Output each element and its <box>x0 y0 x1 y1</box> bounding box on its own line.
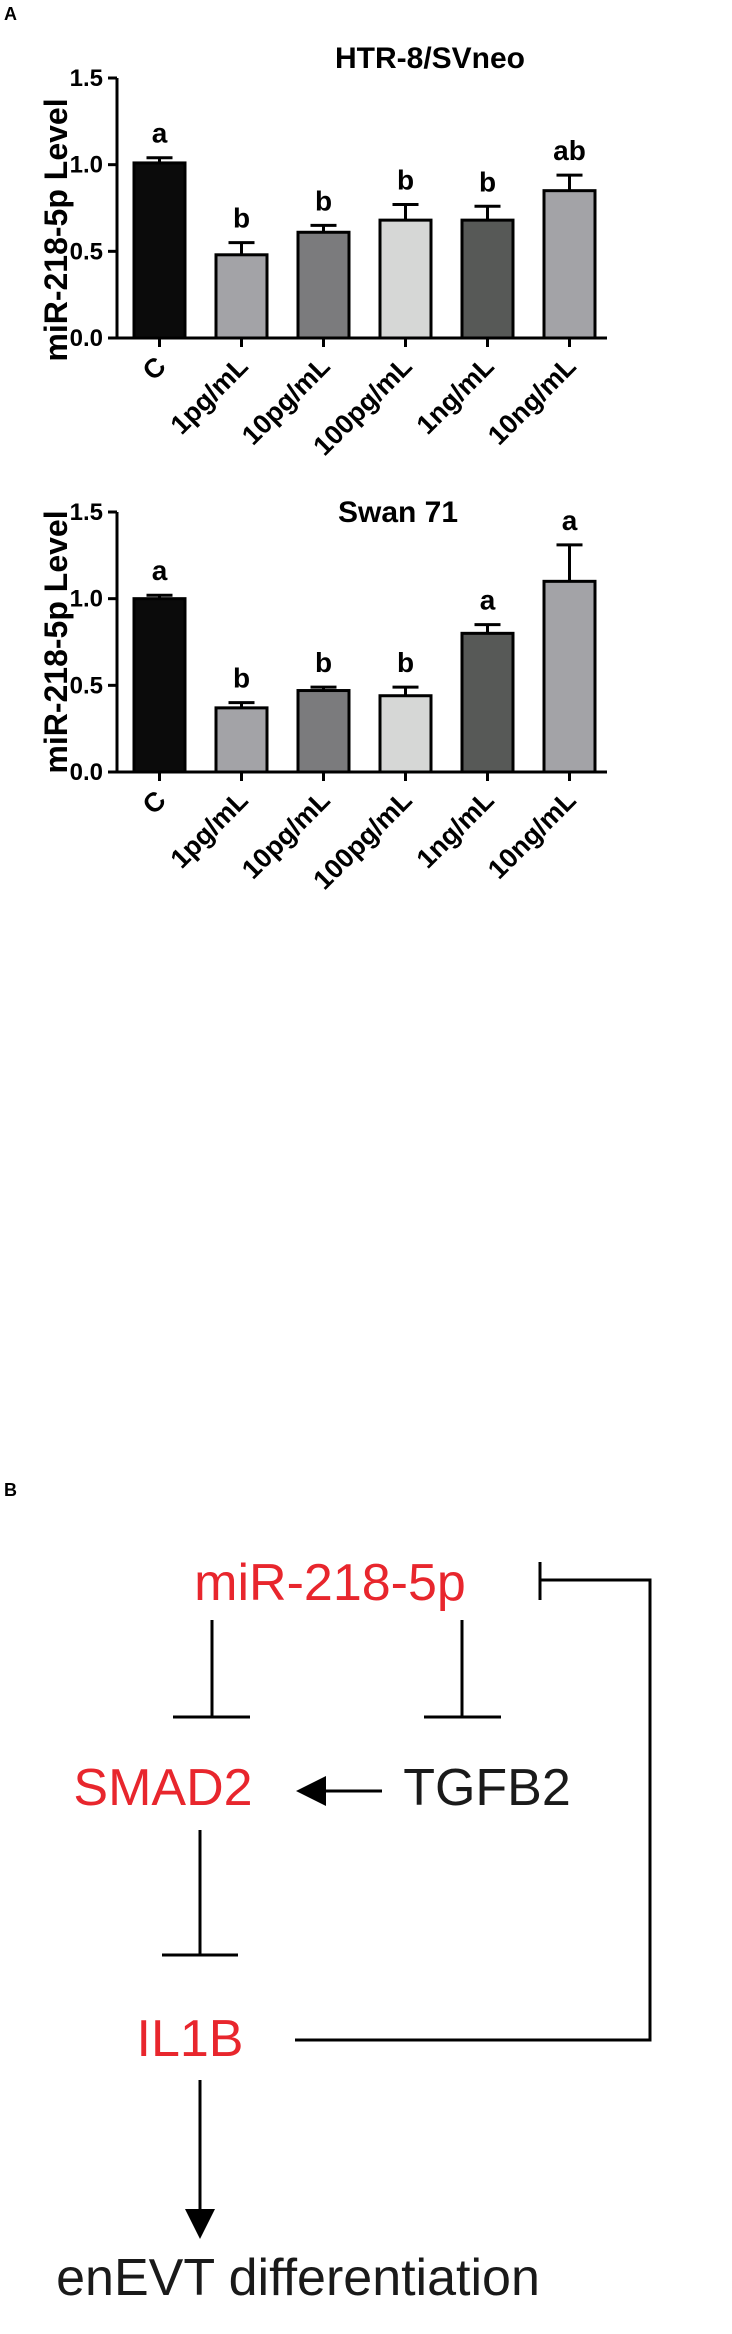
y-tick-label: 1.5 <box>70 499 103 526</box>
bar <box>214 253 269 340</box>
significance-label: b <box>233 663 250 694</box>
x-tick-label: 10ng/mL <box>482 785 582 885</box>
inhibition-mir-to-smad2 <box>173 1620 250 1719</box>
significance-label: b <box>233 203 250 234</box>
y-tick-label: 0.5 <box>70 238 103 265</box>
significance-label: ab <box>553 135 586 166</box>
node-smad2: SMAD2 <box>73 1759 252 1817</box>
bar <box>542 189 597 340</box>
y-axis-label: miR-218-5p Level <box>38 98 74 361</box>
chart-title: HTR-8/SVneo <box>335 42 525 75</box>
y-tick-label: 0.0 <box>70 759 103 786</box>
significance-label: b <box>397 165 414 196</box>
bar <box>214 706 269 774</box>
y-tick-label: 1.0 <box>70 152 103 179</box>
significance-label: a <box>152 555 168 586</box>
bar <box>132 597 187 774</box>
bars <box>132 579 597 774</box>
panel-label-a: A <box>4 4 17 24</box>
bar <box>460 631 515 774</box>
y-tick-label: 1.0 <box>70 586 103 613</box>
chart-title: Swan 71 <box>338 496 458 529</box>
significance-label: b <box>479 166 496 197</box>
node-mir-218-5p: miR-218-5p <box>194 1554 466 1612</box>
bar <box>132 161 187 340</box>
bar <box>378 218 433 340</box>
error-bars <box>146 156 583 255</box>
feedback-il1b-to-mir <box>295 1562 652 2042</box>
significance-label: b <box>397 647 414 678</box>
significance-label: b <box>315 185 332 216</box>
bar <box>296 689 351 774</box>
y-tick-labels: 0.0 0.5 1.0 1.5 <box>70 65 117 352</box>
bar <box>378 694 433 774</box>
bar <box>460 218 515 340</box>
inhibition-smad2-to-il1b <box>162 1830 238 1957</box>
pathway-diagram: miR-218-5p SMAD2 TGFB2 IL1B enEVT differ… <box>56 1554 652 2307</box>
axes <box>115 512 607 774</box>
bar <box>296 230 351 340</box>
node-il1b: IL1B <box>137 2010 244 2068</box>
significance-label: a <box>562 505 578 536</box>
y-axis-label: miR-218-5p Level <box>38 510 74 773</box>
error-bars <box>146 543 583 708</box>
chart-swan71: Swan 71 miR-218-5p Level 0.0 0.5 1.0 1.5 a b… <box>38 496 607 895</box>
bar <box>542 579 597 774</box>
x-tick-label: C <box>137 785 172 820</box>
significance-label: a <box>480 585 496 616</box>
node-tgfb2: TGFB2 <box>403 1759 571 1817</box>
significance-label: b <box>315 647 332 678</box>
axes <box>115 78 607 340</box>
y-tick-label: 0.0 <box>70 325 103 352</box>
x-tick-label: C <box>137 351 172 386</box>
node-enevt-differentiation: enEVT differentiation <box>56 2249 540 2307</box>
significance-labels: a b b b a a <box>152 505 578 694</box>
bars <box>132 161 597 340</box>
chart-htr8-svneo: HTR-8/SVneo miR-218-5p Level 0.0 0.5 1.0 1.… <box>38 42 607 461</box>
y-tick-labels: 0.0 0.5 1.0 1.5 <box>70 499 117 786</box>
inhibition-mir-to-tgfb2 <box>424 1620 501 1719</box>
panel-label-b: B <box>4 1480 17 1500</box>
y-tick-label: 0.5 <box>70 672 103 699</box>
y-tick-label: 1.5 <box>70 65 103 92</box>
significance-label: a <box>152 118 168 149</box>
